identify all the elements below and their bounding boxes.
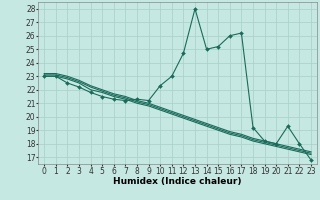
X-axis label: Humidex (Indice chaleur): Humidex (Indice chaleur) <box>113 177 242 186</box>
